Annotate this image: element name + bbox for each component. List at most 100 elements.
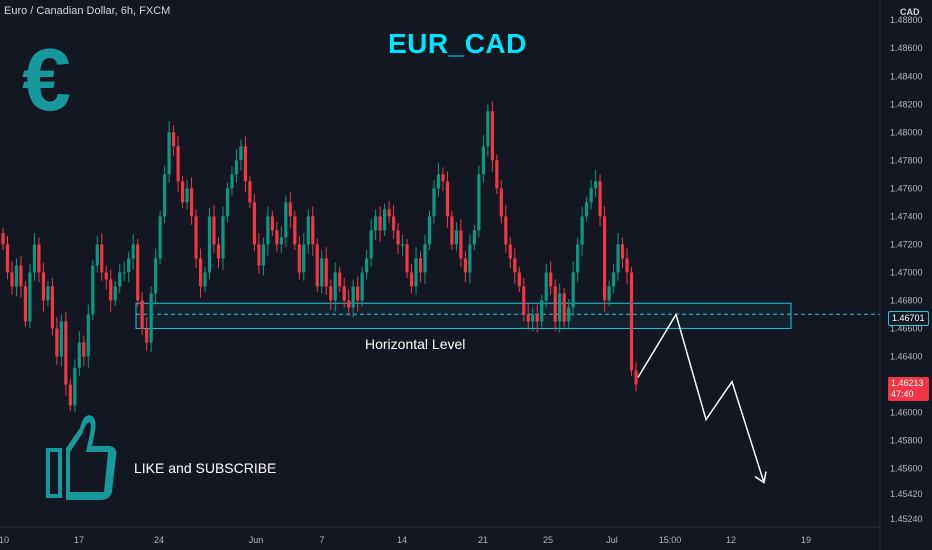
candle-body <box>391 216 396 231</box>
candle-body <box>23 286 28 322</box>
candle-body <box>275 230 279 245</box>
price-tick-label: 1.46600 <box>890 323 923 333</box>
candle-body <box>374 216 378 231</box>
axis-currency: CAD <box>900 7 920 17</box>
candle-body <box>369 230 373 259</box>
candle-body <box>14 265 19 287</box>
price-tick-label: 1.48600 <box>890 43 923 53</box>
candle-body <box>113 286 117 301</box>
candle-body <box>544 272 548 301</box>
candle-body <box>347 300 351 308</box>
candle-body <box>360 272 364 301</box>
symbol-info: Euro / Canadian Dollar, 6h, FXCM <box>4 5 171 17</box>
candle-body <box>59 321 63 357</box>
level-zone-box <box>135 302 792 329</box>
like-subscribe-text: LIKE and SUBSCRIBE <box>134 460 277 476</box>
candle-body <box>73 367 77 406</box>
candle-body <box>118 272 122 287</box>
candle-body <box>145 328 149 343</box>
time-tick-label: 14 <box>397 535 407 545</box>
time-axis: 10 17 24 Jun 7 14 21 25 Jul 15:00 12 19 <box>0 535 811 545</box>
candle-body <box>311 216 315 245</box>
candle-body <box>127 258 131 273</box>
candle-body <box>230 174 234 189</box>
candle-body <box>450 216 454 245</box>
level-price-tag: 1.46701 <box>888 311 929 326</box>
candle-body <box>580 216 584 245</box>
candle-body <box>1 233 5 245</box>
candle-body <box>598 181 602 217</box>
candle-body <box>270 216 274 231</box>
time-tick-label: 21 <box>478 535 488 545</box>
candle-body <box>131 244 135 259</box>
price-tick-label: 1.47800 <box>890 155 923 165</box>
candle-body <box>41 272 46 301</box>
candle-body <box>607 286 611 301</box>
candle-body <box>593 181 598 189</box>
candle-body <box>203 272 207 287</box>
candle-body <box>136 244 140 301</box>
candle-body <box>378 216 382 231</box>
current-price: 1.46213 <box>891 378 924 388</box>
price-tick-label: 1.47400 <box>890 211 923 221</box>
price-tick-label: 1.46400 <box>890 351 923 361</box>
candle-body <box>122 272 126 274</box>
candle-body <box>140 300 144 329</box>
projection-arrowhead <box>754 471 767 484</box>
candles-series <box>1 101 638 413</box>
time-tick-label: 17 <box>74 535 84 545</box>
candle-body <box>576 244 580 273</box>
projection-arrow <box>637 312 767 484</box>
candle-body <box>589 188 593 203</box>
candle-body <box>252 202 257 245</box>
candle-body <box>100 244 104 273</box>
candle-body <box>634 370 638 385</box>
price-tick-label: 1.46800 <box>890 295 923 305</box>
price-tick-label: 1.48800 <box>890 15 923 25</box>
candle-body <box>68 384 72 406</box>
candle-body <box>526 314 530 322</box>
price-tick-label: 1.45600 <box>890 464 923 474</box>
candle-body <box>104 272 108 280</box>
price-axis: 1.48800 1.48600 1.48400 1.48200 1.48000 1.478… <box>890 15 923 524</box>
candle-body <box>333 272 337 301</box>
time-tick-label: 10 <box>0 535 9 545</box>
candle-body <box>351 286 355 308</box>
price-tick-label: 1.45240 <box>890 514 923 524</box>
candle-body <box>405 244 409 273</box>
candle-body <box>396 230 400 245</box>
price-tick-label: 1.47200 <box>890 239 923 249</box>
candle-body <box>50 286 54 329</box>
candle-body <box>522 286 526 315</box>
time-tick-label: 7 <box>319 535 324 545</box>
candle-body <box>535 314 539 322</box>
candle-body <box>243 146 248 182</box>
chart-title: EUR_CAD <box>388 28 527 59</box>
candle-body <box>154 258 158 294</box>
candle-body <box>625 258 629 273</box>
candle-body <box>571 272 575 308</box>
horizontal-level-zone <box>135 302 880 329</box>
candle-body <box>414 258 418 287</box>
candle-body <box>553 286 557 322</box>
candle-body <box>234 160 239 175</box>
time-tick-label: Jul <box>606 535 618 545</box>
candle-body <box>432 188 436 217</box>
candle-body <box>297 244 301 273</box>
candle-body <box>567 307 571 322</box>
candle-body <box>176 146 180 182</box>
price-tick-label: 1.45800 <box>890 436 923 446</box>
candle-body <box>549 272 553 287</box>
candle-body <box>91 265 95 315</box>
candle-body <box>531 314 535 322</box>
candle-body <box>445 181 450 217</box>
candle-body <box>387 209 391 217</box>
price-tick-label: 1.47000 <box>890 267 923 277</box>
candle-body <box>109 279 113 301</box>
candle-body <box>495 160 499 189</box>
candle-body <box>207 216 212 273</box>
countdown-timer: 47:40 <box>891 389 914 399</box>
candle-body <box>185 188 189 203</box>
candle-body <box>239 146 243 161</box>
